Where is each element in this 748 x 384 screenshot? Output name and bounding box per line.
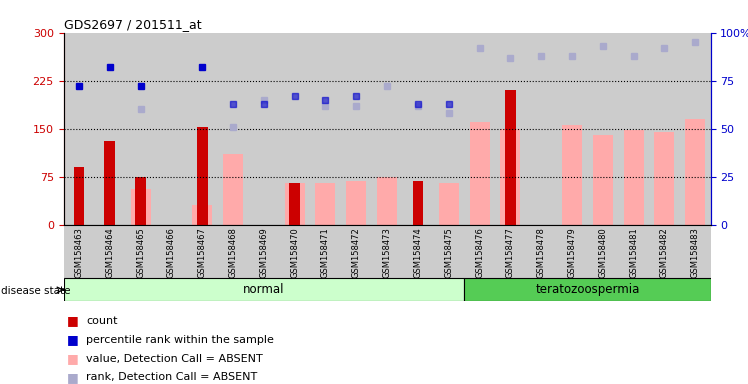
Text: GSM158472: GSM158472 <box>352 227 361 278</box>
Bar <box>526 33 557 225</box>
Text: ■: ■ <box>67 371 79 384</box>
Text: percentile rank within the sample: percentile rank within the sample <box>86 335 274 345</box>
Bar <box>470 122 489 225</box>
Bar <box>412 181 423 225</box>
Text: GSM158471: GSM158471 <box>321 227 330 278</box>
Bar <box>505 90 515 225</box>
Bar <box>285 183 304 225</box>
Bar <box>279 225 310 278</box>
Bar <box>310 225 341 278</box>
Bar <box>526 225 557 278</box>
Bar <box>372 33 402 225</box>
Bar <box>464 225 495 278</box>
Text: normal: normal <box>243 283 284 296</box>
Bar <box>685 119 705 225</box>
Bar <box>500 129 521 225</box>
Bar <box>402 225 433 278</box>
Bar <box>289 183 300 225</box>
Bar <box>592 135 613 225</box>
Bar <box>223 154 243 225</box>
Bar <box>557 225 587 278</box>
Text: value, Detection Call = ABSENT: value, Detection Call = ABSENT <box>86 354 263 364</box>
Bar <box>105 141 115 225</box>
Text: GSM158464: GSM158464 <box>105 227 114 278</box>
Text: GDS2697 / 201511_at: GDS2697 / 201511_at <box>64 18 201 31</box>
Bar <box>248 33 279 225</box>
Bar <box>433 225 464 278</box>
Bar <box>94 225 125 278</box>
Bar <box>618 225 649 278</box>
Text: rank, Detection Call = ABSENT: rank, Detection Call = ABSENT <box>86 372 257 382</box>
Text: GSM158463: GSM158463 <box>75 227 84 278</box>
Text: GSM158480: GSM158480 <box>598 227 607 278</box>
Bar <box>187 33 218 225</box>
Text: GSM158465: GSM158465 <box>136 227 145 278</box>
Bar <box>438 183 459 225</box>
Bar <box>316 183 336 225</box>
Bar <box>587 225 618 278</box>
Text: GSM158469: GSM158469 <box>260 227 269 278</box>
Text: GSM158475: GSM158475 <box>444 227 453 278</box>
Text: ■: ■ <box>67 353 79 366</box>
Text: disease state: disease state <box>1 286 71 296</box>
Text: GSM158470: GSM158470 <box>290 227 299 278</box>
Bar <box>341 33 372 225</box>
Bar <box>156 225 187 278</box>
Text: GSM158482: GSM158482 <box>660 227 669 278</box>
Text: GSM158483: GSM158483 <box>690 227 699 278</box>
Bar <box>64 33 94 225</box>
Bar <box>495 225 526 278</box>
Bar <box>125 225 156 278</box>
Bar <box>377 177 397 225</box>
Text: ■: ■ <box>67 333 79 346</box>
Bar <box>310 33 341 225</box>
Bar <box>495 33 526 225</box>
Bar <box>402 33 433 225</box>
Bar <box>372 225 402 278</box>
Bar <box>218 33 248 225</box>
Bar <box>587 33 618 225</box>
Text: GSM158473: GSM158473 <box>382 227 392 278</box>
Bar <box>346 181 367 225</box>
Bar <box>197 127 208 225</box>
Bar <box>218 225 248 278</box>
Text: GSM158476: GSM158476 <box>475 227 484 278</box>
Text: GSM158477: GSM158477 <box>506 227 515 278</box>
Bar <box>562 126 582 225</box>
Bar <box>94 33 125 225</box>
Text: GSM158466: GSM158466 <box>167 227 176 278</box>
Bar <box>187 225 218 278</box>
Text: GSM158479: GSM158479 <box>568 227 577 278</box>
Text: count: count <box>86 316 117 326</box>
Text: GSM158478: GSM158478 <box>536 227 545 278</box>
Bar <box>680 225 711 278</box>
Bar <box>557 33 587 225</box>
Bar <box>654 132 675 225</box>
Bar <box>248 225 279 278</box>
Text: GSM158474: GSM158474 <box>414 227 423 278</box>
Bar <box>649 225 680 278</box>
Text: GSM158481: GSM158481 <box>629 227 638 278</box>
Text: ■: ■ <box>67 314 79 327</box>
Bar <box>64 278 464 301</box>
Text: teratozoospermia: teratozoospermia <box>535 283 640 296</box>
Bar <box>125 33 156 225</box>
Text: GSM158468: GSM158468 <box>229 227 238 278</box>
Bar <box>279 33 310 225</box>
Bar <box>464 33 495 225</box>
Bar <box>649 33 680 225</box>
Bar <box>464 278 711 301</box>
Bar <box>73 167 85 225</box>
Bar <box>341 225 372 278</box>
Text: GSM158467: GSM158467 <box>197 227 206 278</box>
Bar <box>624 130 643 225</box>
Bar <box>135 177 146 225</box>
Bar <box>433 33 464 225</box>
Bar <box>680 33 711 225</box>
Bar <box>131 189 150 225</box>
Bar <box>64 225 94 278</box>
Bar <box>618 33 649 225</box>
Bar <box>192 205 212 225</box>
Bar <box>156 33 187 225</box>
